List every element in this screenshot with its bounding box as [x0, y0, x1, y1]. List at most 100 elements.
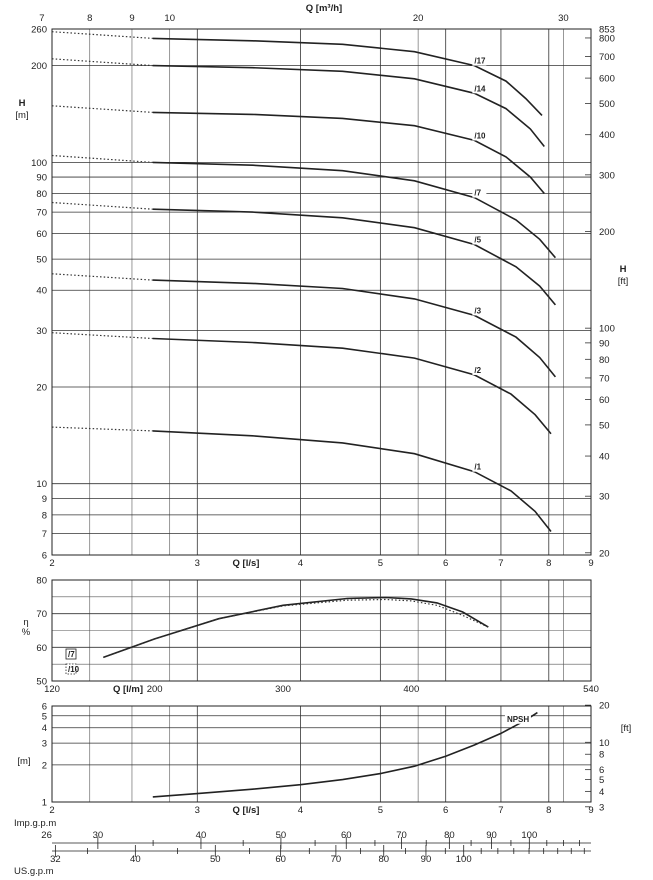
efficiency-chart-frame	[51, 579, 592, 682]
imp-gpm-tick-90: 90	[486, 830, 497, 841]
npsh-x-axis-label: Q [l/s]	[233, 805, 260, 816]
head-curve-label-bg-14	[472, 83, 487, 94]
head-curve-10	[152, 111, 545, 195]
head-top-tick-8: 8	[87, 13, 92, 24]
head-y-tick-60: 60	[36, 229, 47, 240]
head-right-tick-30: 30	[599, 492, 610, 503]
imp-gpm-tick-26: 26	[41, 830, 52, 841]
npsh-x-tick-3: 3	[195, 805, 200, 816]
head-curve-label-bg-17	[472, 55, 487, 66]
npsh-right-tick-5: 5	[599, 775, 604, 786]
us-gpm-tick-90: 90	[421, 854, 432, 865]
eff-curve-10	[103, 598, 489, 658]
head-x-tick-6: 6	[443, 558, 448, 569]
head-x-tick-7: 7	[498, 558, 503, 569]
head-top-tick-7: 7	[39, 13, 44, 24]
head-right-tick-100: 100	[599, 324, 615, 335]
us-gpm-tick-32: 32	[50, 854, 61, 865]
efficiency-legend: /7/10	[65, 648, 80, 675]
npsh-y-tick-1: 1	[42, 798, 47, 809]
head-curve-17	[152, 37, 543, 116]
eff-x-tick-120: 120	[44, 684, 60, 695]
head-y-tick-200: 200	[31, 61, 47, 72]
eff-y-tick-60: 60	[36, 643, 47, 654]
npsh-y-tick-4: 4	[42, 723, 47, 734]
us-gpm-tick-70: 70	[331, 854, 342, 865]
npsh-right-axis-label: [ft]	[621, 723, 632, 734]
npsh-x-tick-4: 4	[298, 805, 303, 816]
eff-y-tick-70: 70	[36, 609, 47, 620]
head-curve-2	[152, 337, 552, 435]
head-y-tick-50: 50	[36, 255, 47, 266]
imp-gpm-tick-60: 60	[341, 830, 352, 841]
npsh-right-tick-4: 4	[599, 787, 604, 798]
head-curve-label-7: /7	[474, 189, 481, 198]
head-right-tick-60: 60	[599, 395, 610, 406]
head-left-axis-unit: [m]	[15, 110, 28, 121]
head-curve-5	[152, 208, 557, 306]
head-curve-label-5: /5	[474, 236, 481, 245]
head-top-tick-30: 30	[558, 13, 569, 24]
npsh-y-tick-5: 5	[42, 711, 47, 722]
npsh-x-tick-8: 8	[546, 805, 551, 816]
eff-x-tick-300: 300	[275, 684, 291, 695]
head-y-tick-100: 100	[31, 158, 47, 169]
imp-gpm-tick-80: 80	[444, 830, 455, 841]
head-y-tick-6: 6	[42, 551, 47, 562]
npsh-y-tick-6: 6	[42, 702, 47, 713]
npsh-x-tick-9: 9	[588, 805, 593, 816]
eff-legend-box-10	[65, 663, 77, 675]
us-gpm-tick-60: 60	[275, 854, 286, 865]
npsh-chart-frame	[51, 705, 592, 803]
head-right-tick-500: 500	[599, 99, 615, 110]
head-right-axis-unit: [ft]	[618, 276, 629, 287]
head-curve-label-1: /1	[474, 463, 481, 472]
head-left-axis-label: H	[19, 98, 26, 109]
head-x-tick-5: 5	[378, 558, 383, 569]
imp-gpm-tick-30: 30	[93, 830, 104, 841]
head-top-tick-10: 10	[164, 13, 175, 24]
npsh-left-axis-label: [m]	[17, 756, 30, 767]
head-right-tick-50: 50	[599, 420, 610, 431]
head-right-tick-40: 40	[599, 452, 610, 463]
head-y-tick-30: 30	[36, 326, 47, 337]
head-curve-dotted-2	[51, 332, 153, 340]
head-curve-7	[152, 161, 557, 259]
head-x-tick-8: 8	[546, 558, 551, 569]
head-curve-label-bg-2	[472, 364, 487, 375]
imp-gpm-tick-40: 40	[196, 830, 207, 841]
head-right-tick-200: 200	[599, 227, 615, 238]
npsh-x-tick-7: 7	[498, 805, 503, 816]
head-chart-grid	[51, 28, 592, 556]
efficiency-chart-curves	[103, 596, 489, 659]
imp-gpm-axis-label: Imp.g.p.m	[14, 818, 56, 829]
head-x-tick-9: 9	[588, 558, 593, 569]
npsh-x-tick-6: 6	[443, 805, 448, 816]
head-right-tick-80: 80	[599, 355, 610, 366]
npsh-right-tick-6: 6	[599, 765, 604, 776]
head-curve-dotted-14	[51, 58, 153, 67]
npsh-right-tick-8: 8	[599, 750, 604, 761]
eff-legend-label-7: /7	[68, 650, 75, 659]
head-curve-label-bg-7	[472, 187, 487, 198]
npsh-right-tick-3: 3	[599, 802, 604, 813]
npsh-y-tick-3: 3	[42, 739, 47, 750]
head-curve-label-bg-5	[472, 234, 487, 245]
head-y-tick-20: 20	[36, 382, 47, 393]
head-curve-label-14: /14	[474, 84, 486, 93]
head-y-tick-90: 90	[36, 173, 47, 184]
npsh-right-tick-20: 20	[599, 701, 610, 712]
eff-curve-7	[103, 596, 489, 659]
eff-x-tick-540: 540	[583, 684, 599, 695]
npsh-y-tick-2: 2	[42, 760, 47, 771]
head-chart-frame	[51, 28, 592, 556]
head-curve-dotted-3	[51, 273, 153, 281]
head-right-tick-800: 800	[599, 33, 615, 44]
head-y-tick-260: 260	[31, 25, 47, 36]
head-curve-label-17: /17	[474, 57, 486, 66]
head-right-tick-300: 300	[599, 170, 615, 181]
head-y-tick-7: 7	[42, 529, 47, 540]
head-curve-label-2: /2	[474, 366, 481, 375]
head-curve-dotted-10	[51, 105, 153, 113]
